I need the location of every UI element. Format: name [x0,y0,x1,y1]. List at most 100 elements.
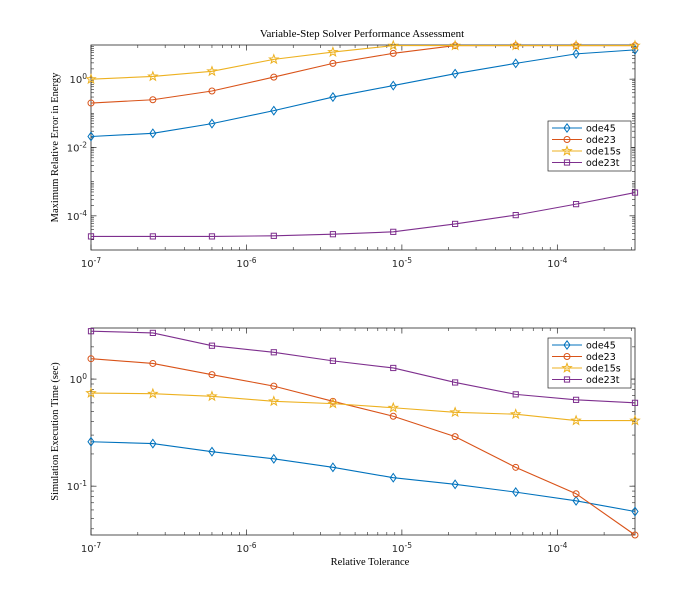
data-point-ode23t [270,349,277,356]
data-point-ode23t [631,189,639,196]
legend-label-ode45: ode45 [586,124,616,135]
data-point-ode15s [268,395,280,407]
legend-label-ode15s: ode15s [586,364,621,375]
data-point-ode23t [572,201,580,208]
data-point-ode15s [206,65,218,77]
data-point-ode23t [631,399,639,406]
data-point-ode15s [268,53,280,65]
data-point-ode23 [329,59,337,67]
data-point-ode15s [509,408,522,420]
y-tick-label: 10-2 [67,141,87,155]
legend-label-ode15s: ode15s [586,147,621,158]
data-point-ode15s [206,390,218,402]
data-point-ode45 [512,487,520,498]
y-tick-label: 100 [69,372,87,386]
figure-title: Variable-Step Solver Performance Assessm… [260,28,464,40]
y-axis-label: Simulation Execution Time (sec) [50,362,61,501]
series-line-ode23t [90,330,636,404]
y-tick-label: 10-4 [67,209,87,223]
data-point-ode15s [387,401,400,413]
x-tick-label: 10-6 [236,256,256,270]
data-point-ode45 [329,91,337,103]
data-point-ode15s [147,387,159,399]
legend-label-ode23t: ode23t [586,158,620,169]
data-point-ode15s [85,387,97,398]
data-point-ode15s [387,39,400,51]
bottom-chart: 10-7 10-6 10-5 10-4 10-1 100 Simulation Execut… [50,327,641,568]
data-point-ode23 [451,433,459,441]
data-point-ode23t [452,379,459,386]
data-point-ode45 [270,453,278,464]
legend-marker-ode23t [563,376,571,383]
legend-marker-ode15s [561,361,573,373]
data-point-ode23 [270,382,278,390]
axes-box [90,327,636,536]
data-point-ode45 [631,506,639,517]
data-point-ode23 [631,531,639,539]
data-point-ode23t [572,396,580,403]
data-point-ode23 [572,490,580,498]
data-point-ode45 [572,48,580,59]
data-point-ode15s [147,70,159,82]
legend-label-ode23t: ode23t [586,375,620,386]
data-point-ode23t [208,233,216,240]
data-point-ode15s [449,39,461,51]
data-point-ode23 [512,463,520,471]
series-line-ode15s [90,392,635,422]
data-point-ode15s [327,397,339,409]
axes-box [90,44,636,251]
data-point-ode45 [208,446,216,457]
data-point-ode23t [149,233,156,240]
legend-marker-ode45 [563,339,571,351]
data-point-ode23 [87,99,95,107]
data-point-ode23 [149,359,157,367]
data-point-ode15s [449,406,461,418]
data-point-ode23t [329,231,337,238]
data-point-ode45 [208,118,216,129]
data-point-ode23 [87,355,95,363]
data-point-ode23t [452,220,459,228]
data-point-ode23 [208,87,216,95]
legend-label-ode45: ode45 [586,341,616,352]
data-point-ode45 [149,128,157,139]
minor-ticks [91,328,635,535]
series-line-ode23 [90,358,636,536]
data-point-ode45 [451,68,459,79]
x-tick-label: 10-4 [547,541,567,555]
data-point-ode23t [512,391,519,398]
data-point-ode15s [629,39,641,51]
data-point-ode23t [512,212,519,219]
data-point-ode45 [329,462,337,473]
data-point-ode23t [390,228,397,235]
x-tick-label: 10-7 [81,541,101,555]
data-point-ode23t [270,232,277,239]
data-point-ode23 [389,412,397,420]
data-point-ode45 [87,131,95,142]
data-point-ode23t [149,329,156,336]
series-line-ode15s [90,45,635,80]
data-point-ode45 [389,472,397,483]
data-point-ode15s [509,39,522,51]
legend-marker-ode23 [563,353,571,360]
y-axis-label: Maximum Relative Error in Energy [50,72,61,222]
data-point-ode23 [208,371,216,379]
data-point-ode45 [512,58,520,69]
series-line-ode45 [90,49,636,138]
data-point-ode45 [149,438,157,449]
x-tick-label: 10-5 [392,256,412,270]
data-point-ode23t [208,342,216,349]
y-tick-label: 10-1 [67,479,87,493]
data-point-ode23 [389,49,397,57]
data-point-ode45 [572,495,580,506]
data-point-ode45 [389,80,397,91]
x-tick-label: 10-7 [81,256,101,270]
y-tick-label: 100 [69,72,87,86]
data-point-ode15s [327,46,339,57]
x-axis-label: Relative Tolerance [331,557,410,568]
plot-area [85,328,641,539]
data-point-ode45 [451,479,459,490]
